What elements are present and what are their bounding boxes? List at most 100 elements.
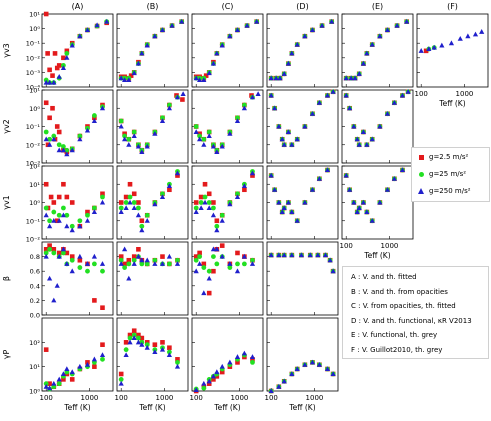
panel-frame <box>41 89 114 164</box>
marker-triangle <box>51 380 57 386</box>
marker-triangle <box>174 261 181 266</box>
marker-square <box>127 181 133 187</box>
marker-square <box>61 181 66 187</box>
marker-triangle <box>294 217 300 223</box>
marker-triangle <box>206 205 212 210</box>
marker-triangle <box>289 141 295 147</box>
marker-triangle <box>302 123 308 129</box>
marker-triangle <box>227 201 233 207</box>
marker-triangle <box>144 42 150 48</box>
marker-square <box>48 194 54 200</box>
x-tick-label: 100 <box>40 394 53 402</box>
marker-circle <box>136 335 141 341</box>
marker-triangle <box>198 205 204 210</box>
marker-triangle <box>56 217 62 223</box>
marker-triangle <box>193 209 199 215</box>
marker-circle <box>61 144 66 149</box>
marker-triangle <box>214 50 220 56</box>
marker-triangle <box>268 75 274 81</box>
marker-circle <box>235 115 240 121</box>
marker-square <box>51 247 57 252</box>
panel-frame <box>116 13 189 88</box>
marker-triangle <box>241 183 247 189</box>
marker-triangle <box>131 205 137 210</box>
marker-square <box>242 187 247 193</box>
marker-triangle <box>84 217 91 223</box>
marker-triangle <box>43 383 49 389</box>
marker-square <box>160 254 165 259</box>
marker-circle <box>64 212 70 218</box>
marker-square <box>118 200 124 205</box>
y-tick-label: 0.0 <box>30 312 40 320</box>
marker-triangle <box>47 141 53 147</box>
marker-circle <box>51 209 57 215</box>
marker-circle <box>51 133 57 139</box>
marker-triangle <box>277 75 283 81</box>
marker-circle <box>131 129 137 135</box>
y-tick-label: 10¹ <box>29 181 40 189</box>
marker-circle <box>197 133 203 139</box>
marker-square <box>250 173 255 178</box>
y-tick-label: 10⁻² <box>26 236 41 244</box>
marker-triangle <box>214 227 220 233</box>
marker-circle <box>160 115 165 121</box>
marker-circle <box>43 129 49 135</box>
y-tick-label: 10⁻¹ <box>26 40 41 48</box>
marker-triangle <box>210 373 217 379</box>
marker-square <box>54 124 60 129</box>
marker-triangle <box>343 75 349 81</box>
marker-triangle <box>391 99 397 105</box>
marker-triangle <box>193 268 199 274</box>
marker-circle <box>214 261 220 267</box>
marker-circle <box>241 261 247 267</box>
x-axis-label: Teff (K) <box>363 251 390 260</box>
marker-triangle <box>281 378 287 384</box>
y-axis-label: γv1 <box>2 195 11 210</box>
legend-square-icon <box>416 154 426 160</box>
case-description-legend: A : V. and th. fitted B : V. and th. fro… <box>342 266 489 359</box>
marker-triangle <box>159 27 166 33</box>
marker-triangle <box>307 252 313 258</box>
marker-square <box>193 254 199 259</box>
marker-circle <box>250 257 255 263</box>
marker-circle <box>56 212 62 218</box>
marker-triangle <box>391 175 397 181</box>
marker-triangle <box>279 209 285 215</box>
marker-circle <box>85 268 90 274</box>
marker-triangle <box>174 94 181 100</box>
marker-triangle <box>352 75 358 81</box>
marker-triangle <box>285 60 292 66</box>
marker-circle <box>77 133 83 139</box>
marker-triangle <box>159 261 166 266</box>
marker-triangle <box>169 22 175 28</box>
marker-triangle <box>131 261 137 266</box>
legend-label: g=2.5 m/s² <box>429 153 469 161</box>
marker-triangle <box>214 149 220 155</box>
marker-square <box>206 290 212 296</box>
legend-entry-g2500: g=250 m/s² <box>412 183 489 199</box>
marker-triangle <box>47 223 53 229</box>
marker-triangle <box>193 387 199 392</box>
marker-triangle <box>289 371 295 376</box>
marker-circle <box>193 257 199 263</box>
marker-square <box>139 335 145 341</box>
marker-triangle <box>276 199 282 205</box>
marker-triangle <box>324 167 331 173</box>
marker-circle <box>85 212 90 218</box>
marker-triangle <box>302 199 308 205</box>
marker-triangle <box>356 141 362 147</box>
marker-triangle <box>309 27 316 33</box>
marker-circle <box>175 257 180 263</box>
x-tick-label: 1000 <box>231 394 249 402</box>
marker-square <box>131 254 137 259</box>
x-tick-label: 100 <box>415 90 428 98</box>
marker-triangle <box>139 257 145 263</box>
marker-square <box>128 73 134 78</box>
marker-square <box>214 218 220 224</box>
y-tick-label: 10² <box>29 339 40 347</box>
column-title: (C) <box>222 2 234 11</box>
marker-triangle <box>131 133 137 139</box>
x-axis-label: Teff (K) <box>63 403 90 412</box>
